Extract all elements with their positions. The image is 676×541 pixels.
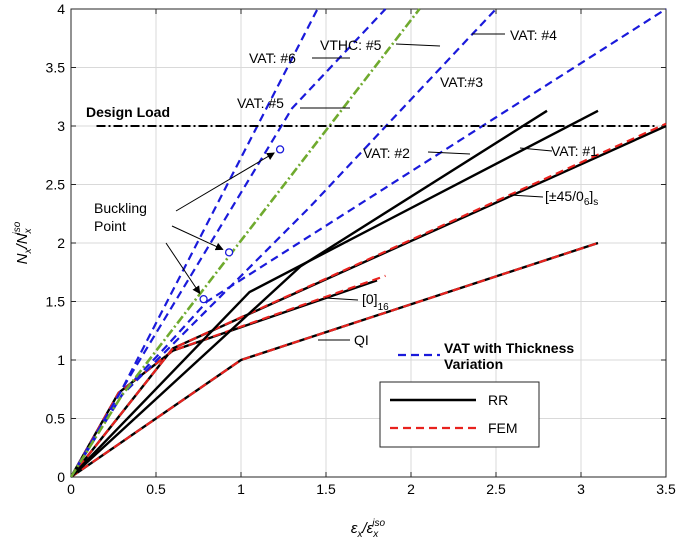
buckling-point-0 (199, 295, 208, 304)
leader-vat1 (519, 147, 553, 152)
x-tick-label: 3.5 (656, 481, 676, 497)
leader-zero16 (324, 297, 359, 301)
label-pm45: [±45/06]s (545, 188, 598, 208)
label-vat5: VAT: #5 (237, 95, 284, 111)
x-ticks: 0 0.5 1 1.5 2 2.5 3 3.5 (67, 9, 676, 497)
legend-label-rr: RR (488, 392, 508, 408)
y-axis-label: Nx/Nxiso (12, 221, 34, 264)
label-vat3: VAT:#3 (440, 74, 483, 90)
y-tick-label: 4 (57, 1, 65, 17)
series-group (69, 8, 667, 478)
y-tick-label: 0 (57, 469, 65, 485)
buckling-point-1 (224, 248, 234, 257)
label-vthc5: VTHC: #5 (320, 37, 382, 53)
label-zero16: [0]16 (362, 291, 389, 313)
buckling-label-line1: Buckling (94, 200, 147, 216)
y-tick-label: 1 (57, 352, 65, 368)
legend-vat-label-1: VAT with Thickness (444, 340, 574, 356)
annotations: VAT: #6 VTHC: #5 VAT: #4 VAT:#3 VAT: #5 VAT: … (94, 27, 598, 348)
x-tick-label: 1.5 (316, 481, 336, 497)
buckling-arrow-1 (171, 225, 224, 251)
leader-pm45 (509, 194, 544, 198)
y-tick-label: 2 (57, 235, 65, 251)
x-tick-label: 1 (237, 481, 245, 497)
leader-vat2 (427, 151, 471, 155)
legend-label-fem: FEM (488, 420, 518, 436)
series-line-rr-7 (70, 109, 548, 478)
y-tick-label: 0.5 (46, 411, 66, 427)
series-line-vat-10 (70, 8, 387, 478)
label-vat1: VAT: #1 (551, 143, 598, 159)
legend-vat-label-2: Variation (444, 356, 503, 372)
x-tick-label: 0 (67, 481, 75, 497)
x-tick-label: 2 (407, 481, 415, 497)
x-tick-label: 2.5 (486, 481, 506, 497)
buckling-arrow-2 (175, 152, 275, 212)
y-tick-label: 3.5 (46, 60, 66, 76)
series-line-vthc-12 (69, 8, 421, 478)
series-line-fem-3 (70, 274, 386, 478)
y-tick-label: 3 (57, 118, 65, 134)
x-tick-label: 0.5 (146, 481, 166, 497)
label-vat2: VAT: #2 (363, 145, 410, 161)
label-vat6: VAT: #6 (249, 50, 296, 66)
label-qi: QI (354, 332, 369, 348)
design-load-label: Design Load (86, 104, 170, 120)
legend-box (379, 381, 540, 448)
y-ticks: 0 0.5 1 1.5 2 2.5 3 3.5 4 (46, 1, 666, 485)
leader-vthc5 (395, 43, 441, 47)
buckling-arrow-0 (165, 242, 201, 295)
buckling-label-line2: Point (94, 218, 126, 234)
label-vat4: VAT: #4 (510, 27, 557, 43)
series-line-rr-6 (70, 109, 599, 478)
series-line-fem-1 (70, 241, 599, 478)
buckling-point-2 (275, 145, 285, 154)
series-line-vat-9 (70, 8, 497, 478)
x-axis-label: εx/εxiso (351, 518, 386, 540)
x-tick-label: 3 (577, 481, 585, 497)
series-line-vat-11 (70, 8, 319, 478)
y-tick-label: 1.5 (46, 294, 66, 310)
series-line-fem-5 (70, 122, 667, 478)
design-load-group: Design Load (86, 104, 658, 127)
y-tick-label: 2.5 (46, 177, 66, 193)
